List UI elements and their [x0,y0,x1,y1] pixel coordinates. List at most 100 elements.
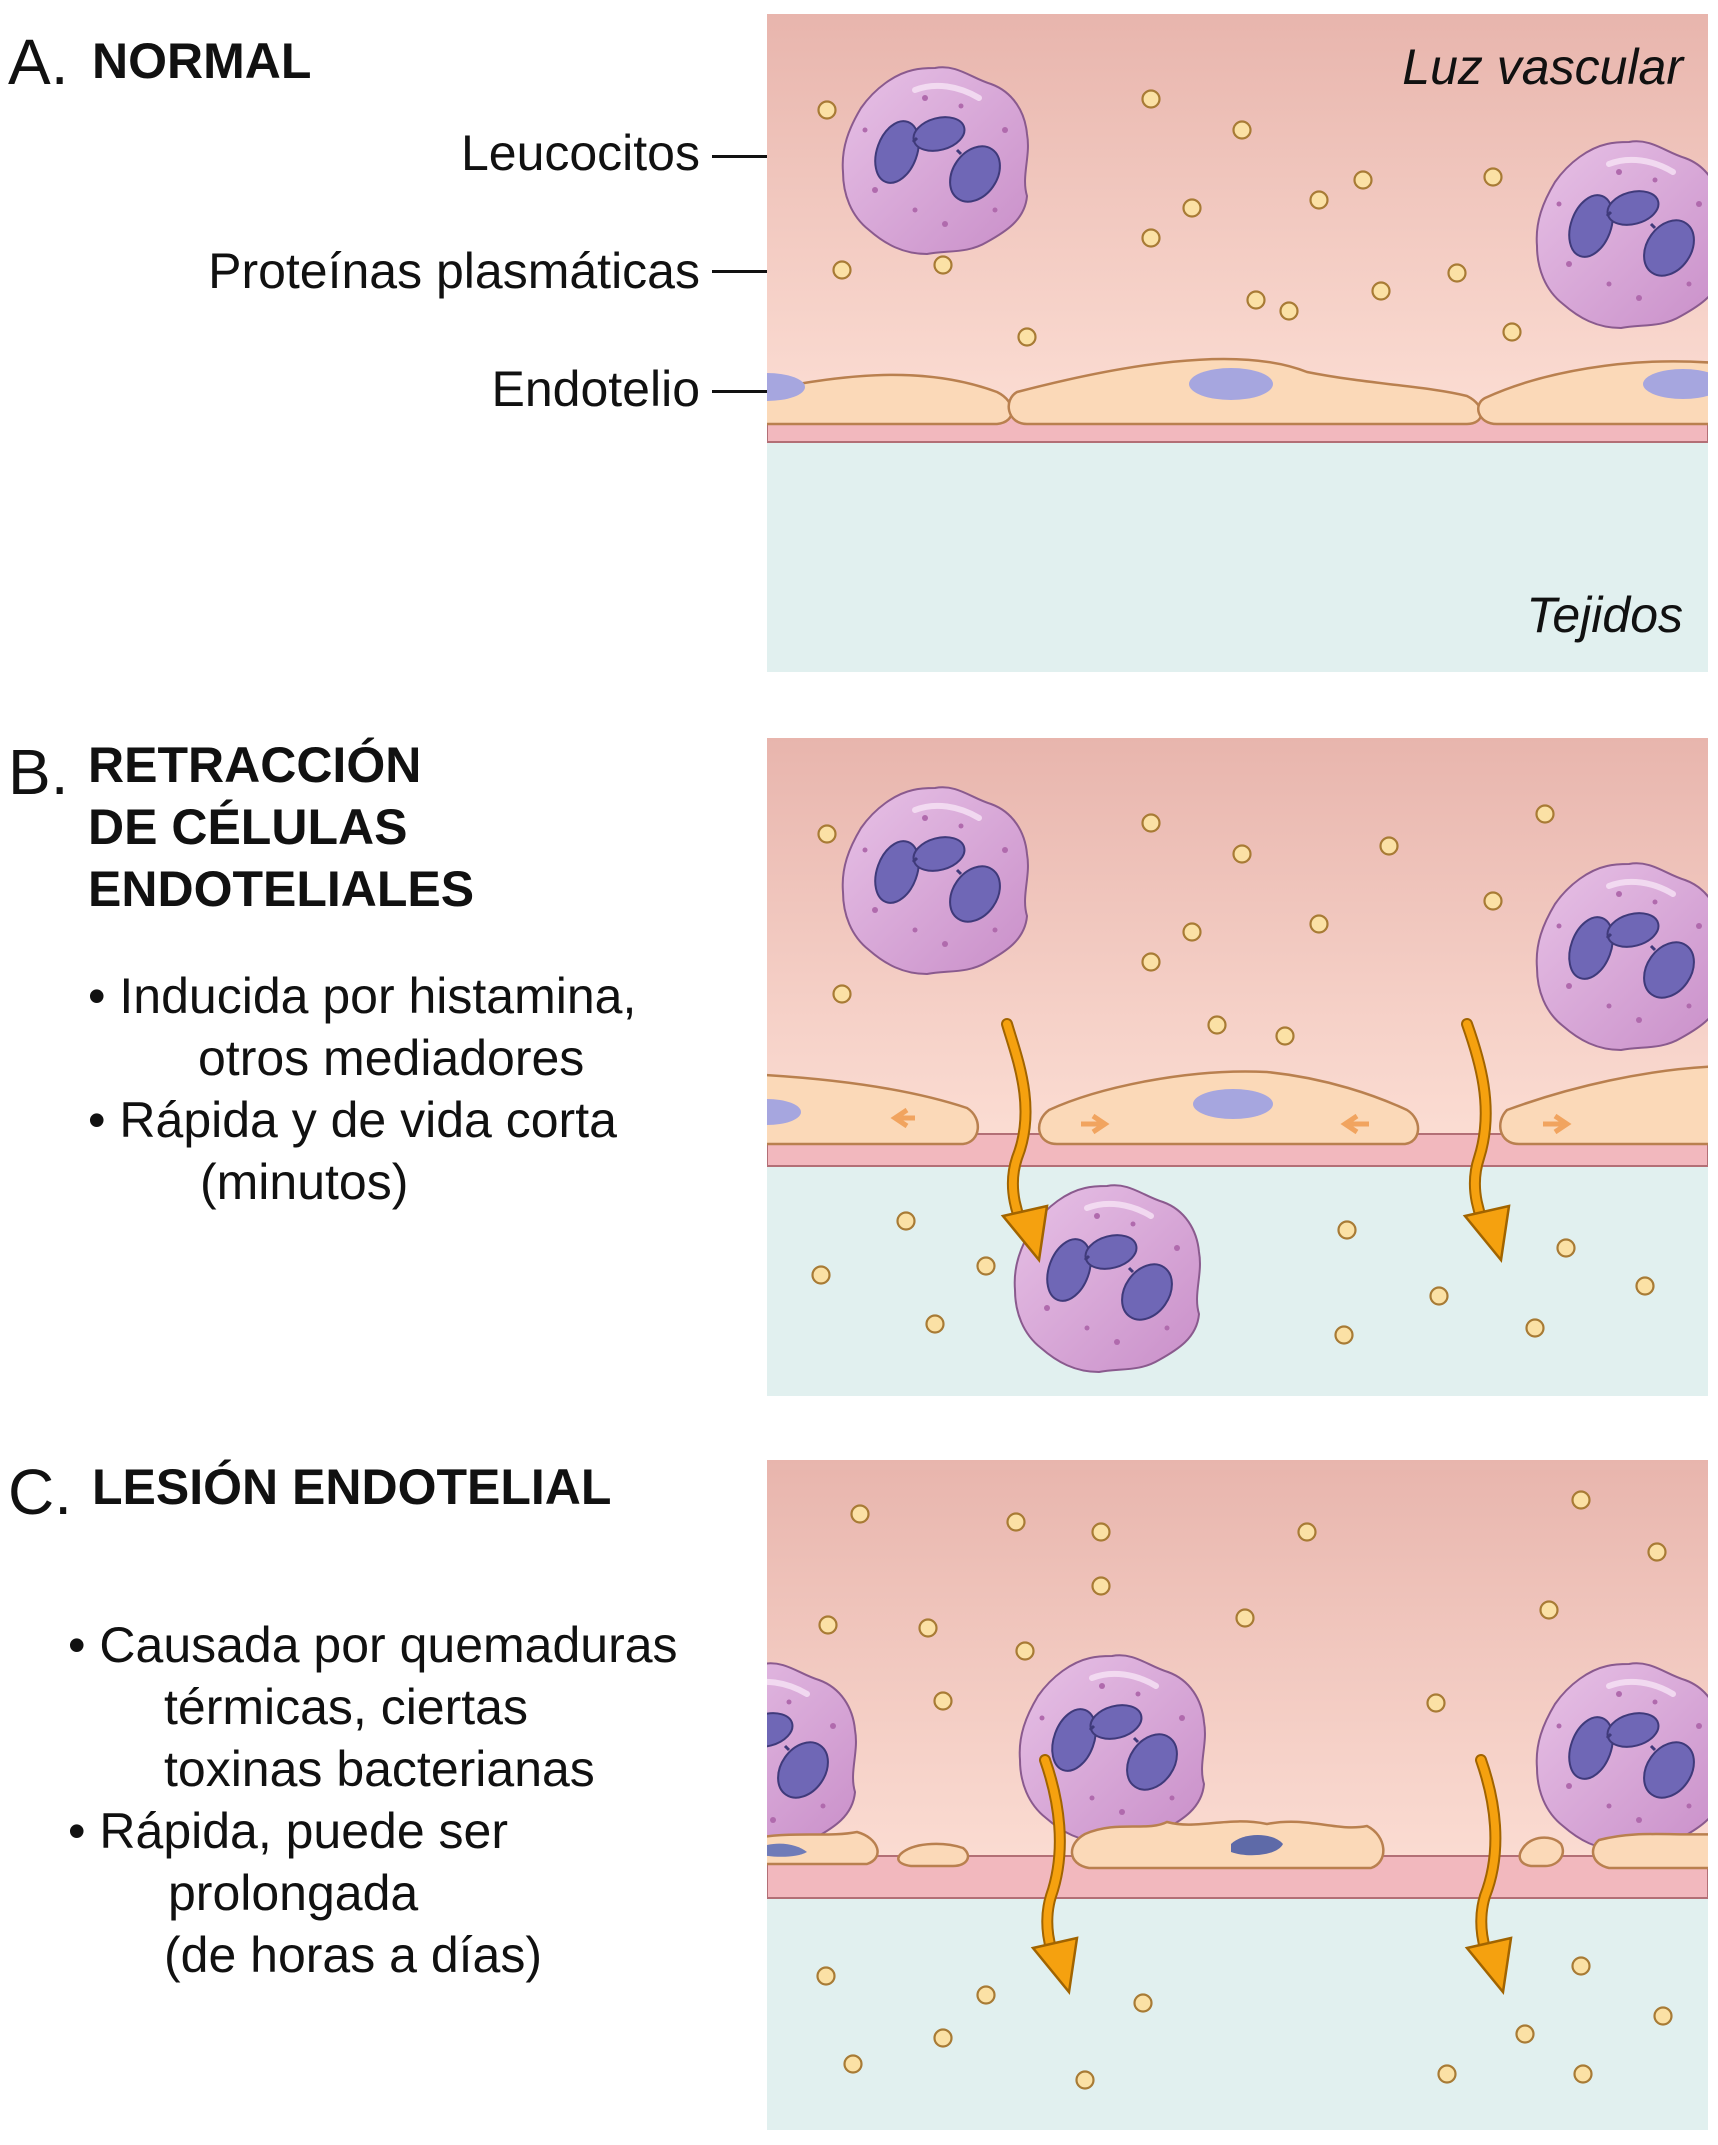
bullet-line: prolongada [168,1865,419,1921]
protein-dot-icon [1353,170,1373,190]
leak-arrow-icon [1030,1754,1079,1995]
protein-dot-icon [1141,228,1161,248]
protein-dot-icon [1246,290,1266,310]
protein-dot-icon [843,2054,863,2074]
protein-dot-icon [1573,2064,1593,2084]
leukocyte-icon [843,67,1028,254]
protein-dot-icon [817,824,837,844]
leak-arrow-icon [1464,1754,1513,1995]
protein-dot-icon [1309,914,1329,934]
protein-dot-icon [1515,2024,1535,2044]
protein-dot-icon [1017,327,1037,347]
bullet-item: • Rápida y de vida corta (minutos) [88,1089,636,1213]
protein-dot-icon [1091,1576,1111,1596]
panel-b-letter: B. [8,736,69,808]
bullet-line: térmicas, ciertas [164,1679,528,1735]
bullet-line: otros mediadores [198,1030,585,1086]
protein-dot-icon [1653,2006,1673,2026]
bullet-item: • Inducida por histamina, otros mediador… [88,965,636,1089]
protein-dot-icon [1437,2064,1457,2084]
protein-dot-icon [1635,1276,1655,1296]
protein-dot-icon [1502,322,1522,342]
panel-c-title: LESIÓN ENDOTELIAL [92,1459,612,1515]
protein-dot-icon [1207,1015,1227,1035]
protein-dot-icon [1647,1542,1667,1562]
protein-dot-icon [1429,1286,1449,1306]
protein-dot-icon [1275,1026,1295,1046]
protein-dot-icon [1539,1600,1559,1620]
protein-dot-icon [832,260,852,280]
protein-dot-icon [1232,844,1252,864]
bullet-line: toxinas bacterianas [164,1741,595,1797]
protein-dot-icon [1182,922,1202,942]
protein-dot-icon [1279,301,1299,321]
protein-dot-icon [1337,1220,1357,1240]
protein-dot-icon [1571,1490,1591,1510]
leak-arrow-icon [1000,1018,1049,1263]
leukocyte-icon [843,787,1028,974]
protein-dot-icon [1379,836,1399,856]
protein-dot-icon [1371,281,1391,301]
protein-dot-icon [1182,198,1202,218]
protein-dot-icon [1334,1325,1354,1345]
protein-dot-icon [1525,1318,1545,1338]
panel-c-diagram [767,1460,1708,2130]
protein-dot-icon [1015,1641,1035,1661]
protein-dot-icon [976,1985,996,2005]
bullet-item: • Rápida, puede ser prolongada (de horas… [68,1800,678,1986]
protein-dot-icon [1483,891,1503,911]
lumen-label: Luz vascular [1402,39,1685,95]
bullet-line: (de horas a días) [164,1927,542,1983]
panel-a-title: NORMAL [92,33,312,89]
label-plasma-proteins: Proteínas plasmáticas [208,243,700,299]
protein-dot-icon [1297,1522,1317,1542]
panel-b-title-line: DE CÉLULAS [88,799,408,855]
protein-dot-icon [817,100,837,120]
protein-dot-icon [816,1966,836,1986]
protein-dot-icon [1556,1238,1576,1258]
protein-dot-icon [1535,804,1555,824]
panel-a-letter: A. [8,26,69,98]
panel-c-bullets: • Causada por quemaduras térmicas, ciert… [68,1614,678,1986]
panel-c-letter: C. [8,1456,72,1528]
protein-dot-icon [1426,1693,1446,1713]
label-endothelium: Endotelio [491,361,701,417]
panel-b-diagram [767,738,1708,1396]
protein-dot-icon [925,1314,945,1334]
protein-dot-icon [918,1618,938,1638]
protein-dot-icon [933,1691,953,1711]
protein-dot-icon [1133,1993,1153,2013]
panel-b-title-line: RETRACCIÓN [88,737,422,793]
protein-dot-icon [811,1265,831,1285]
protein-dot-icon [832,984,852,1004]
bullet-line: • Rápida y de vida corta [88,1092,617,1148]
protein-dot-icon [1447,263,1467,283]
protein-dot-icon [933,2028,953,2048]
protein-dot-icon [933,255,953,275]
protein-dot-icon [1571,1956,1591,1976]
panel-b-title: RETRACCIÓN DE CÉLULAS ENDOTELIALES [88,734,474,920]
panel-a-diagram: Luz vascular Tejidos [767,14,1708,672]
protein-dot-icon [1309,190,1329,210]
panel-b-title-line: ENDOTELIALES [88,861,475,917]
protein-dot-icon [1232,120,1252,140]
protein-dot-icon [896,1211,916,1231]
bullet-line: • Rápida, puede ser [68,1803,509,1859]
bullet-line: • Causada por quemaduras [68,1617,678,1673]
protein-dot-icon [818,1615,838,1635]
panel-b-bullets: • Inducida por histamina, otros mediador… [88,965,636,1213]
protein-dot-icon [1141,952,1161,972]
protein-dot-icon [1141,89,1161,109]
protein-dot-icon [1006,1512,1026,1532]
bullet-item: • Causada por quemaduras térmicas, ciert… [68,1614,678,1800]
tissue-label: Tejidos [1526,587,1683,643]
protein-dot-icon [976,1256,996,1276]
bullet-line: • Inducida por histamina, [88,968,637,1024]
protein-dot-icon [1141,813,1161,833]
leak-arrow-icon [1461,1018,1511,1263]
protein-dot-icon [1075,2070,1095,2090]
label-leukocytes: Leucocitos [460,125,700,181]
bullet-line: (minutos) [200,1154,409,1210]
leukocyte-icon [1020,1655,1205,1842]
protein-dot-icon [1091,1522,1111,1542]
